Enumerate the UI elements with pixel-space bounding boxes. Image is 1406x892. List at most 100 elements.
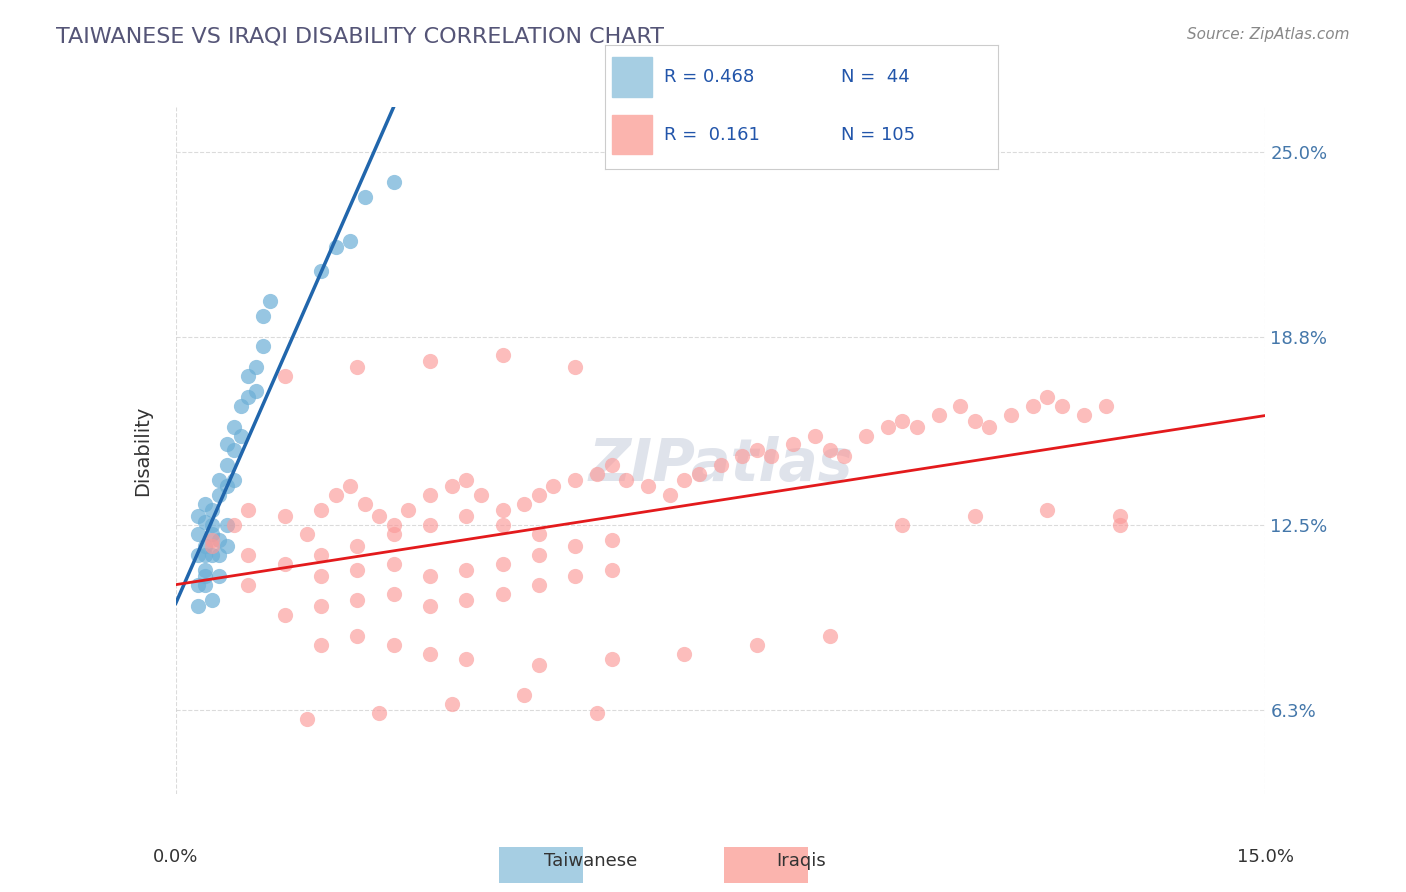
Point — [527, 488, 550, 502]
Point — [259, 294, 281, 309]
Text: TAIWANESE VS IRAQI DISABILITY CORRELATION CHART: TAIWANESE VS IRAQI DISABILITY CORRELATIO… — [56, 27, 664, 46]
Point — [456, 473, 478, 487]
Point — [353, 497, 375, 511]
Point — [688, 467, 710, 482]
Point — [346, 563, 368, 577]
Point — [731, 450, 754, 464]
Point — [1109, 518, 1132, 533]
Point — [782, 437, 804, 451]
Point — [252, 309, 274, 323]
Point — [201, 539, 224, 553]
Point — [194, 497, 217, 511]
Point — [673, 647, 696, 661]
Text: 0.0%: 0.0% — [153, 847, 198, 865]
Bar — [613, 114, 652, 154]
Point — [208, 473, 231, 487]
Point — [513, 689, 536, 703]
Point — [194, 515, 217, 529]
Point — [309, 264, 332, 278]
Point — [1050, 399, 1073, 413]
Point — [804, 428, 827, 442]
Point — [186, 578, 209, 592]
Point — [1109, 509, 1132, 524]
Point — [492, 348, 515, 362]
Point — [186, 509, 209, 524]
Point — [201, 592, 224, 607]
Point — [891, 518, 914, 533]
Point — [905, 419, 928, 434]
Text: Source: ZipAtlas.com: Source: ZipAtlas.com — [1187, 27, 1350, 42]
Point — [222, 419, 245, 434]
Point — [325, 488, 347, 502]
Point — [513, 497, 536, 511]
Point — [309, 548, 332, 562]
Text: Iraqis: Iraqis — [776, 852, 827, 870]
Point — [208, 548, 231, 562]
Point — [238, 548, 260, 562]
Point — [564, 539, 586, 553]
Point — [252, 339, 274, 353]
Point — [527, 578, 550, 592]
Point — [600, 533, 623, 547]
Point — [186, 599, 209, 613]
Point — [309, 638, 332, 652]
Point — [928, 408, 950, 422]
Point — [238, 368, 260, 383]
Point — [382, 557, 405, 571]
Point — [456, 652, 478, 666]
Point — [891, 414, 914, 428]
Point — [543, 479, 565, 493]
Point — [231, 399, 253, 413]
Point — [745, 638, 768, 652]
Point — [818, 443, 841, 458]
Point — [710, 458, 733, 473]
Point — [186, 548, 209, 562]
Point — [346, 359, 368, 374]
Point — [274, 607, 297, 622]
Point — [309, 503, 332, 517]
Point — [1094, 399, 1116, 413]
Point — [346, 592, 368, 607]
Point — [245, 384, 267, 398]
Point — [238, 503, 260, 517]
Point — [201, 533, 224, 547]
Point — [382, 518, 405, 533]
Point — [419, 647, 441, 661]
Point — [194, 563, 217, 577]
Text: N =  44: N = 44 — [841, 68, 910, 86]
Point — [419, 518, 441, 533]
Point — [600, 563, 623, 577]
Point — [194, 539, 217, 553]
Point — [1036, 390, 1059, 404]
Point — [274, 368, 297, 383]
Point — [440, 698, 463, 712]
Point — [876, 419, 898, 434]
Point — [1073, 408, 1095, 422]
Point — [761, 450, 783, 464]
Point — [274, 557, 297, 571]
Point — [194, 569, 217, 583]
Text: Taiwanese: Taiwanese — [544, 852, 637, 870]
Point — [527, 658, 550, 673]
Point — [586, 467, 609, 482]
Point — [346, 629, 368, 643]
Point — [222, 443, 245, 458]
Point — [222, 518, 245, 533]
Point — [194, 578, 217, 592]
Point — [564, 473, 586, 487]
Point — [419, 599, 441, 613]
Point — [673, 473, 696, 487]
Point — [963, 509, 986, 524]
Point — [339, 479, 361, 493]
Point — [201, 503, 224, 517]
Point — [325, 240, 347, 254]
Point — [231, 428, 253, 442]
Point — [309, 569, 332, 583]
Point — [215, 458, 238, 473]
Point — [492, 557, 515, 571]
Point — [309, 599, 332, 613]
Point — [564, 569, 586, 583]
Point — [527, 548, 550, 562]
Point — [492, 518, 515, 533]
Point — [238, 578, 260, 592]
